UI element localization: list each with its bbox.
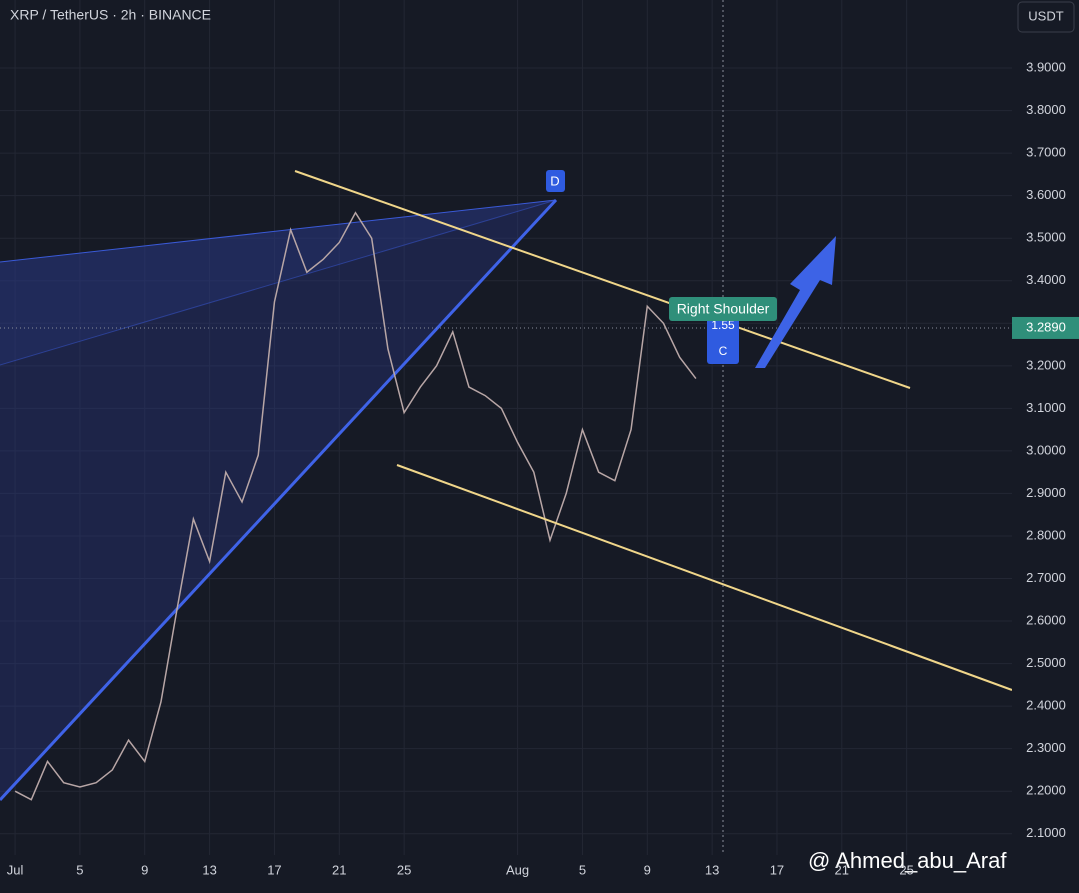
label-box [546, 170, 565, 192]
trend-line [294, 170, 911, 389]
annotation: D [550, 173, 559, 188]
x-tick-label: 5 [76, 862, 83, 877]
label-box [707, 312, 739, 364]
grid [0, 0, 1012, 855]
currency-box [1017, 1, 1075, 33]
pattern-line [0, 199, 557, 263]
y-tick-label: 3.8000 [1026, 102, 1066, 117]
y-tick-label: 3.4000 [1026, 272, 1066, 287]
label-box [669, 297, 777, 321]
annotation: C [719, 344, 728, 358]
x-tick-label: Aug [506, 862, 529, 877]
y-tick-label: 2.9000 [1026, 485, 1066, 500]
plot [0, 211, 1012, 801]
y-tick-label: 3.7000 [1026, 145, 1066, 160]
x-tick-label: Jul [7, 862, 24, 877]
trend-line [396, 464, 1013, 691]
x-tick-label: 13 [705, 862, 719, 877]
y-tick-label: 2.8000 [1026, 527, 1066, 542]
y-tick-label: 3.1000 [1026, 400, 1066, 415]
y-tick-label: 3.6000 [1026, 187, 1066, 202]
x-tick-label: 21 [332, 862, 346, 877]
x-tick-label: 25 [899, 862, 913, 877]
y-tick-label: 3.0000 [1026, 442, 1066, 457]
x-tick-label: 9 [141, 862, 148, 877]
x-tick-label: 9 [644, 862, 651, 877]
y-tick-label: 3.5000 [1026, 230, 1066, 245]
current-price-label: 3.2890 [1026, 319, 1066, 334]
y-tick-label: 2.4000 [1026, 698, 1066, 713]
annotation: 1.55 [711, 318, 735, 332]
y-tick-label: 3.9000 [1026, 59, 1066, 74]
x-tick-label: 25 [397, 862, 411, 877]
x-tick-label: 13 [202, 862, 216, 877]
watermark: @ Ahmed_abu_Araf [808, 848, 1007, 873]
y-tick-label: 2.6000 [1026, 612, 1066, 627]
price-axis [1012, 0, 1079, 888]
x-tick-label: 21 [835, 862, 849, 877]
y-tick-label: 2.5000 [1026, 655, 1066, 670]
annotation: Right Shoulder [677, 301, 770, 317]
y-tick-label: 2.7000 [1026, 570, 1066, 585]
y-tick-label: 3.2000 [1026, 357, 1066, 372]
chart-title: XRP / TetherUS · 2h · BINANCE [10, 7, 211, 23]
arrow [755, 236, 836, 368]
current-price-box [1012, 316, 1079, 339]
trend-line [0, 198, 558, 802]
y-tick-label: 2.1000 [1026, 825, 1066, 840]
y-tick-label: 2.2000 [1026, 783, 1066, 798]
currency: USDT [1028, 8, 1063, 23]
x-tick-label: 17 [770, 862, 784, 877]
x-tick-label: 17 [267, 862, 281, 877]
y-tick-label: 2.3000 [1026, 740, 1066, 755]
pattern-line [0, 199, 557, 366]
x-tick-label: 5 [579, 862, 586, 877]
price-line [14, 211, 697, 801]
